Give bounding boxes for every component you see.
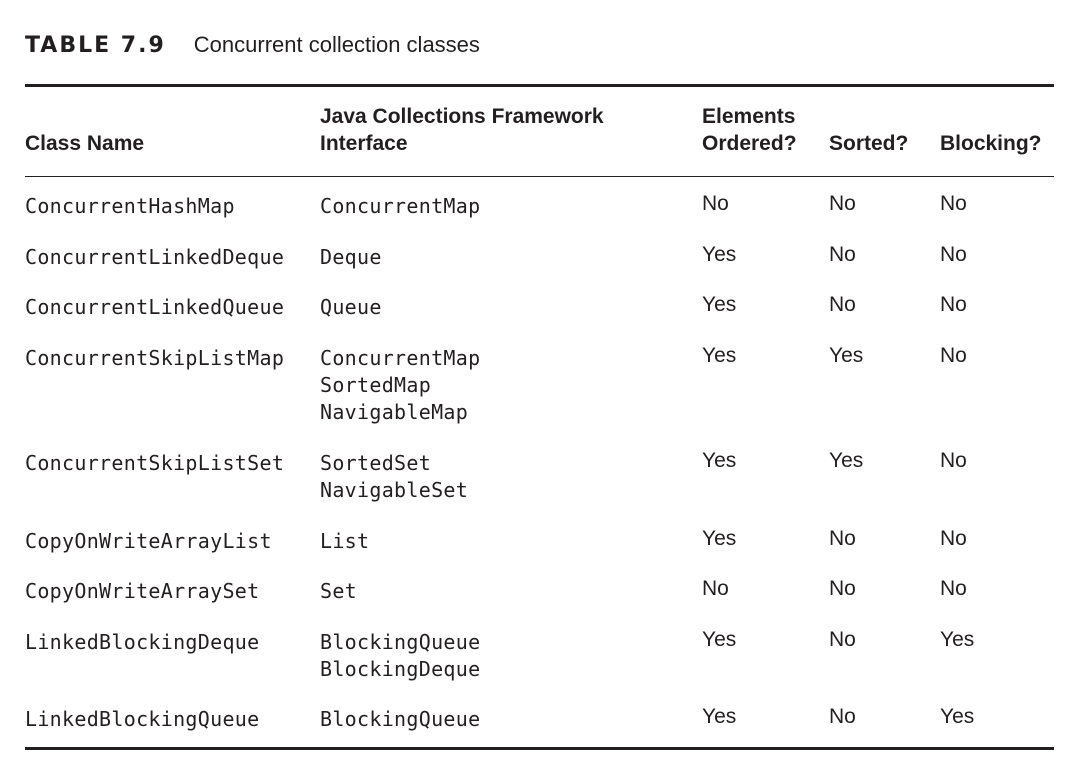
cell-class-name: LinkedBlockingDeque	[25, 630, 260, 654]
cell-ordered: No	[702, 192, 729, 215]
cell-class-name: LinkedBlockingQueue	[25, 707, 260, 731]
cell-class-name: CopyOnWriteArrayList	[25, 529, 272, 553]
cell-sorted: No	[829, 527, 856, 550]
cell-blocking: No	[940, 577, 967, 600]
interface-name: BlockingDeque	[320, 657, 481, 681]
cell-blocking: No	[940, 192, 967, 215]
cell-sorted: No	[829, 293, 856, 316]
interface-name: List	[320, 529, 370, 553]
cell-interfaces: Deque	[320, 244, 382, 271]
cell-class-name: ConcurrentLinkedDeque	[25, 245, 285, 269]
cell-interfaces: Set	[320, 578, 357, 605]
cell-blocking: No	[940, 293, 967, 316]
interface-name: NavigableSet	[320, 478, 469, 502]
cell-sorted: No	[829, 243, 856, 266]
cell-sorted: No	[829, 628, 856, 651]
cell-blocking: No	[940, 243, 967, 266]
header-class-name: Class Name	[25, 132, 145, 155]
cell-ordered: No	[702, 577, 729, 600]
cell-ordered: Yes	[702, 344, 737, 367]
interface-name: Deque	[320, 245, 382, 269]
cell-sorted: No	[829, 192, 856, 215]
cell-interfaces: BlockingQueue	[320, 706, 480, 733]
interface-name: SortedMap	[320, 373, 432, 397]
cell-ordered: Yes	[702, 449, 737, 472]
cell-sorted: Yes	[829, 449, 864, 472]
cell-sorted: No	[829, 705, 856, 728]
header-elements-ordered: Elements Ordered?	[702, 105, 797, 155]
header-sorted: Sorted?	[829, 132, 909, 155]
interface-name: SortedSet	[320, 451, 432, 475]
cell-ordered: Yes	[702, 705, 737, 728]
table-number: TABLE 7.9	[25, 32, 166, 58]
cell-interfaces: Queue	[320, 294, 382, 321]
table-caption: TABLE 7.9 Concurrent collection classes	[25, 30, 480, 60]
cell-blocking: No	[940, 449, 967, 472]
interface-name: NavigableMap	[320, 400, 469, 424]
interface-name: ConcurrentMap	[320, 194, 481, 218]
cell-blocking: Yes	[940, 628, 975, 651]
cell-class-name: ConcurrentSkipListMap	[25, 346, 285, 370]
cell-ordered: Yes	[702, 527, 737, 550]
cell-interfaces: BlockingQueue BlockingDeque	[320, 629, 480, 683]
cell-ordered: Yes	[702, 628, 737, 651]
cell-class-name: CopyOnWriteArraySet	[25, 579, 260, 603]
cell-interfaces: List	[320, 528, 369, 555]
interface-name: Set	[320, 579, 358, 603]
cell-class-name: ConcurrentLinkedQueue	[25, 295, 285, 319]
cell-class-name: ConcurrentSkipListSet	[25, 451, 285, 475]
header-blocking: Blocking?	[940, 132, 1042, 155]
cell-blocking: No	[940, 344, 967, 367]
header-divider	[25, 176, 1054, 177]
cell-interfaces: SortedSet NavigableSet	[320, 450, 468, 504]
cell-ordered: Yes	[702, 243, 737, 266]
header-interface: Java Collections Framework Interface	[320, 105, 604, 155]
interface-name: ConcurrentMap	[320, 346, 481, 370]
table-bottom-rule	[25, 747, 1054, 750]
cell-sorted: No	[829, 577, 856, 600]
cell-class-name: ConcurrentHashMap	[25, 194, 235, 218]
cell-blocking: Yes	[940, 705, 975, 728]
interface-name: BlockingQueue	[320, 707, 481, 731]
interface-name: BlockingQueue	[320, 630, 481, 654]
cell-interfaces: ConcurrentMap	[320, 193, 480, 220]
cell-sorted: Yes	[829, 344, 864, 367]
interface-name: Queue	[320, 295, 382, 319]
table-top-rule	[25, 84, 1054, 87]
cell-interfaces: ConcurrentMap SortedMap NavigableMap	[320, 345, 480, 426]
cell-ordered: Yes	[702, 293, 737, 316]
table-title: Concurrent collection classes	[193, 32, 480, 57]
cell-blocking: No	[940, 527, 967, 550]
